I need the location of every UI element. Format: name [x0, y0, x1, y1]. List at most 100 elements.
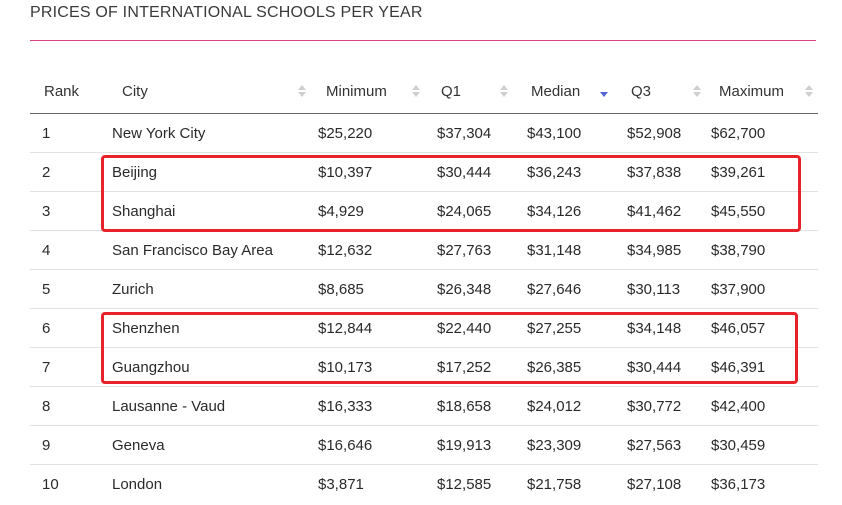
- table-row: 4 San Francisco Bay Area $12,632 $27,763 $31…: [30, 230, 818, 270]
- minimum-cell: $12,632: [302, 230, 417, 270]
- column-header-label: Median: [531, 83, 581, 100]
- minimum-cell: $16,646: [302, 425, 417, 465]
- q1-cell: $30,444: [417, 152, 507, 192]
- sort-descending-icon[interactable]: [600, 85, 608, 99]
- column-header-label: Maximum: [719, 83, 785, 100]
- sort-icon[interactable]: [500, 85, 508, 99]
- rank-cell: 9: [30, 425, 96, 465]
- table-row: 6 Shenzhen $12,844 $22,440 $27,255 $34,148 $46…: [30, 308, 818, 348]
- column-header-label: Rank: [44, 83, 80, 100]
- column-header-label: Q1: [441, 83, 462, 100]
- maximum-cell: $39,261: [697, 152, 818, 192]
- table-header-row: Rank City Minimum Q1 Median Q3: [30, 73, 818, 114]
- maximum-cell: $46,057: [697, 308, 818, 348]
- sort-icon[interactable]: [805, 85, 813, 99]
- table-row: 10 London $3,871 $12,585 $21,758 $27,108 $36,1…: [30, 465, 818, 504]
- q3-cell: $52,908: [611, 113, 697, 153]
- minimum-cell: $25,220: [302, 113, 417, 153]
- q1-cell: $17,252: [417, 347, 507, 387]
- maximum-cell: $42,400: [697, 386, 818, 426]
- q1-cell: $24,065: [417, 191, 507, 231]
- sort-icon[interactable]: [412, 85, 420, 99]
- table-row: 2 Beijing $10,397 $30,444 $36,243 $37,838 $39,…: [30, 152, 818, 192]
- rank-cell: 10: [42, 475, 59, 493]
- median-cell: $21,758: [527, 475, 582, 493]
- column-header-q3[interactable]: Q3: [611, 73, 701, 114]
- minimum-cell: $10,173: [302, 347, 417, 387]
- minimum-cell: $8,685: [302, 269, 417, 309]
- minimum-cell: $12,844: [302, 308, 417, 348]
- city-cell: Shanghai: [96, 191, 302, 231]
- city-cell: Guangzhou: [96, 347, 302, 387]
- city-cell: London: [112, 475, 163, 493]
- table-row: 8 Lausanne - Vaud $16,333 $18,658 $24,012 $30…: [30, 386, 818, 426]
- q3-cell: $41,462: [611, 191, 697, 231]
- page-title: PRICES OF INTERNATIONAL SCHOOLS PER YEAR: [30, 4, 423, 21]
- prices-table: Rank City Minimum Q1 Median Q3: [30, 73, 818, 503]
- median-cell: $34,126: [507, 191, 611, 231]
- minimum-cell: $16,333: [302, 386, 417, 426]
- rank-cell: 4: [30, 230, 96, 270]
- column-header-city[interactable]: City: [96, 73, 306, 114]
- column-header-minimum[interactable]: Minimum: [302, 73, 420, 114]
- minimum-cell: $3,871: [318, 475, 364, 493]
- maximum-cell: $36,173: [711, 475, 766, 493]
- column-header-label: Q3: [631, 83, 652, 100]
- q3-cell: $30,772: [611, 386, 697, 426]
- rank-cell: 8: [30, 386, 96, 426]
- table-row: 9 Geneva $16,646 $19,913 $23,309 $27,563 $30,4…: [30, 425, 818, 465]
- city-cell: Zurich: [96, 269, 302, 309]
- table-row: 5 Zurich $8,685 $26,348 $27,646 $30,113 $37,90…: [30, 269, 818, 309]
- median-cell: $27,646: [507, 269, 611, 309]
- median-cell: $27,255: [507, 308, 611, 348]
- q1-cell: $22,440: [417, 308, 507, 348]
- table-row: 1 New York City $25,220 $37,304 $43,100 $52,9…: [30, 113, 818, 153]
- median-cell: $31,148: [507, 230, 611, 270]
- q3-cell: $27,563: [611, 425, 697, 465]
- q1-cell: $12,585: [437, 475, 492, 493]
- rank-cell: 2: [30, 152, 96, 192]
- column-header-q1[interactable]: Q1: [417, 73, 508, 114]
- median-cell: $36,243: [507, 152, 611, 192]
- city-cell: San Francisco Bay Area: [96, 230, 302, 270]
- maximum-cell: $62,700: [697, 113, 818, 153]
- maximum-cell: $30,459: [697, 425, 818, 465]
- maximum-cell: $38,790: [697, 230, 818, 270]
- title-divider: [30, 40, 816, 41]
- q1-cell: $26,348: [417, 269, 507, 309]
- rank-cell: 6: [30, 308, 96, 348]
- median-cell: $24,012: [507, 386, 611, 426]
- median-cell: $23,309: [507, 425, 611, 465]
- table-row: 3 Shanghai $4,929 $24,065 $34,126 $41,462 $45,…: [30, 191, 818, 231]
- rank-cell: 5: [30, 269, 96, 309]
- rank-cell: 7: [30, 347, 96, 387]
- city-cell: Geneva: [96, 425, 302, 465]
- q3-cell: $34,985: [611, 230, 697, 270]
- q3-cell: $34,148: [611, 308, 697, 348]
- q3-cell: $27,108: [627, 475, 682, 493]
- city-cell: Shenzhen: [96, 308, 302, 348]
- q1-cell: $27,763: [417, 230, 507, 270]
- minimum-cell: $4,929: [302, 191, 417, 231]
- table-row: 7 Guangzhou $10,173 $17,252 $26,385 $30,444 $4…: [30, 347, 818, 387]
- maximum-cell: $45,550: [697, 191, 818, 231]
- q1-cell: $18,658: [417, 386, 507, 426]
- q3-cell: $30,444: [611, 347, 697, 387]
- maximum-cell: $37,900: [697, 269, 818, 309]
- rank-cell: 1: [30, 113, 96, 153]
- q3-cell: $37,838: [611, 152, 697, 192]
- minimum-cell: $10,397: [302, 152, 417, 192]
- column-header-label: Minimum: [326, 83, 387, 100]
- city-cell: Lausanne - Vaud: [96, 386, 302, 426]
- column-header-maximum[interactable]: Maximum: [697, 73, 818, 114]
- column-header-rank[interactable]: Rank: [30, 73, 96, 114]
- median-cell: $26,385: [507, 347, 611, 387]
- q1-cell: $19,913: [417, 425, 507, 465]
- city-cell: Beijing: [96, 152, 302, 192]
- q1-cell: $37,304: [417, 113, 507, 153]
- q3-cell: $30,113: [611, 269, 697, 309]
- column-header-median[interactable]: Median: [507, 73, 611, 114]
- median-cell: $43,100: [507, 113, 611, 153]
- column-header-label: City: [122, 83, 148, 100]
- city-cell: New York City: [96, 113, 302, 153]
